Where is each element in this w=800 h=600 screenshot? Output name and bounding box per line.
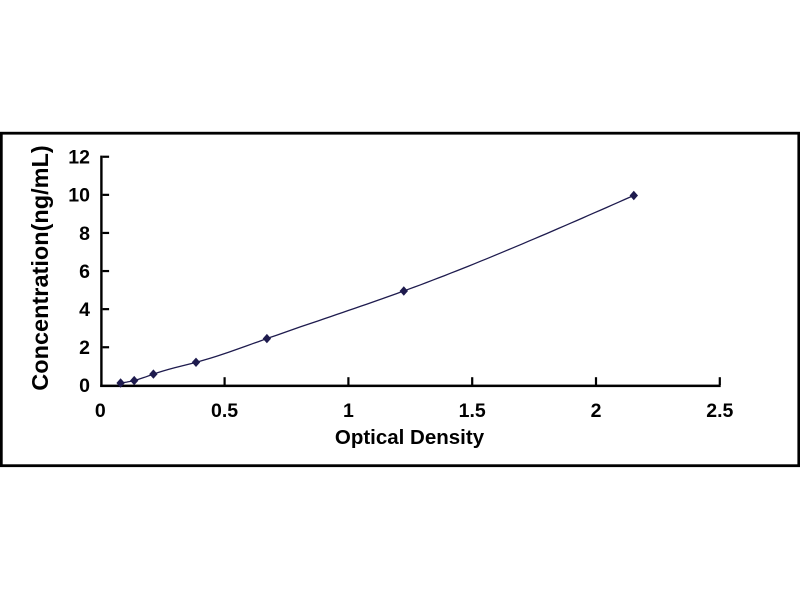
svg-text:6: 6 <box>79 261 90 283</box>
svg-text:10: 10 <box>68 185 90 207</box>
svg-text:0.5: 0.5 <box>211 400 238 422</box>
svg-text:0: 0 <box>95 400 106 422</box>
svg-text:8: 8 <box>79 223 90 245</box>
svg-text:Concentration(ng/mL): Concentration(ng/mL) <box>27 145 53 390</box>
svg-text:2: 2 <box>79 337 90 359</box>
svg-text:1.5: 1.5 <box>459 400 486 422</box>
svg-text:2.5: 2.5 <box>706 400 733 422</box>
svg-text:2: 2 <box>591 400 602 422</box>
svg-text:0: 0 <box>79 375 90 397</box>
svg-text:12: 12 <box>68 147 90 169</box>
svg-text:Optical Density: Optical Density <box>335 426 485 449</box>
svg-text:4: 4 <box>79 299 90 321</box>
svg-text:1: 1 <box>343 400 354 422</box>
